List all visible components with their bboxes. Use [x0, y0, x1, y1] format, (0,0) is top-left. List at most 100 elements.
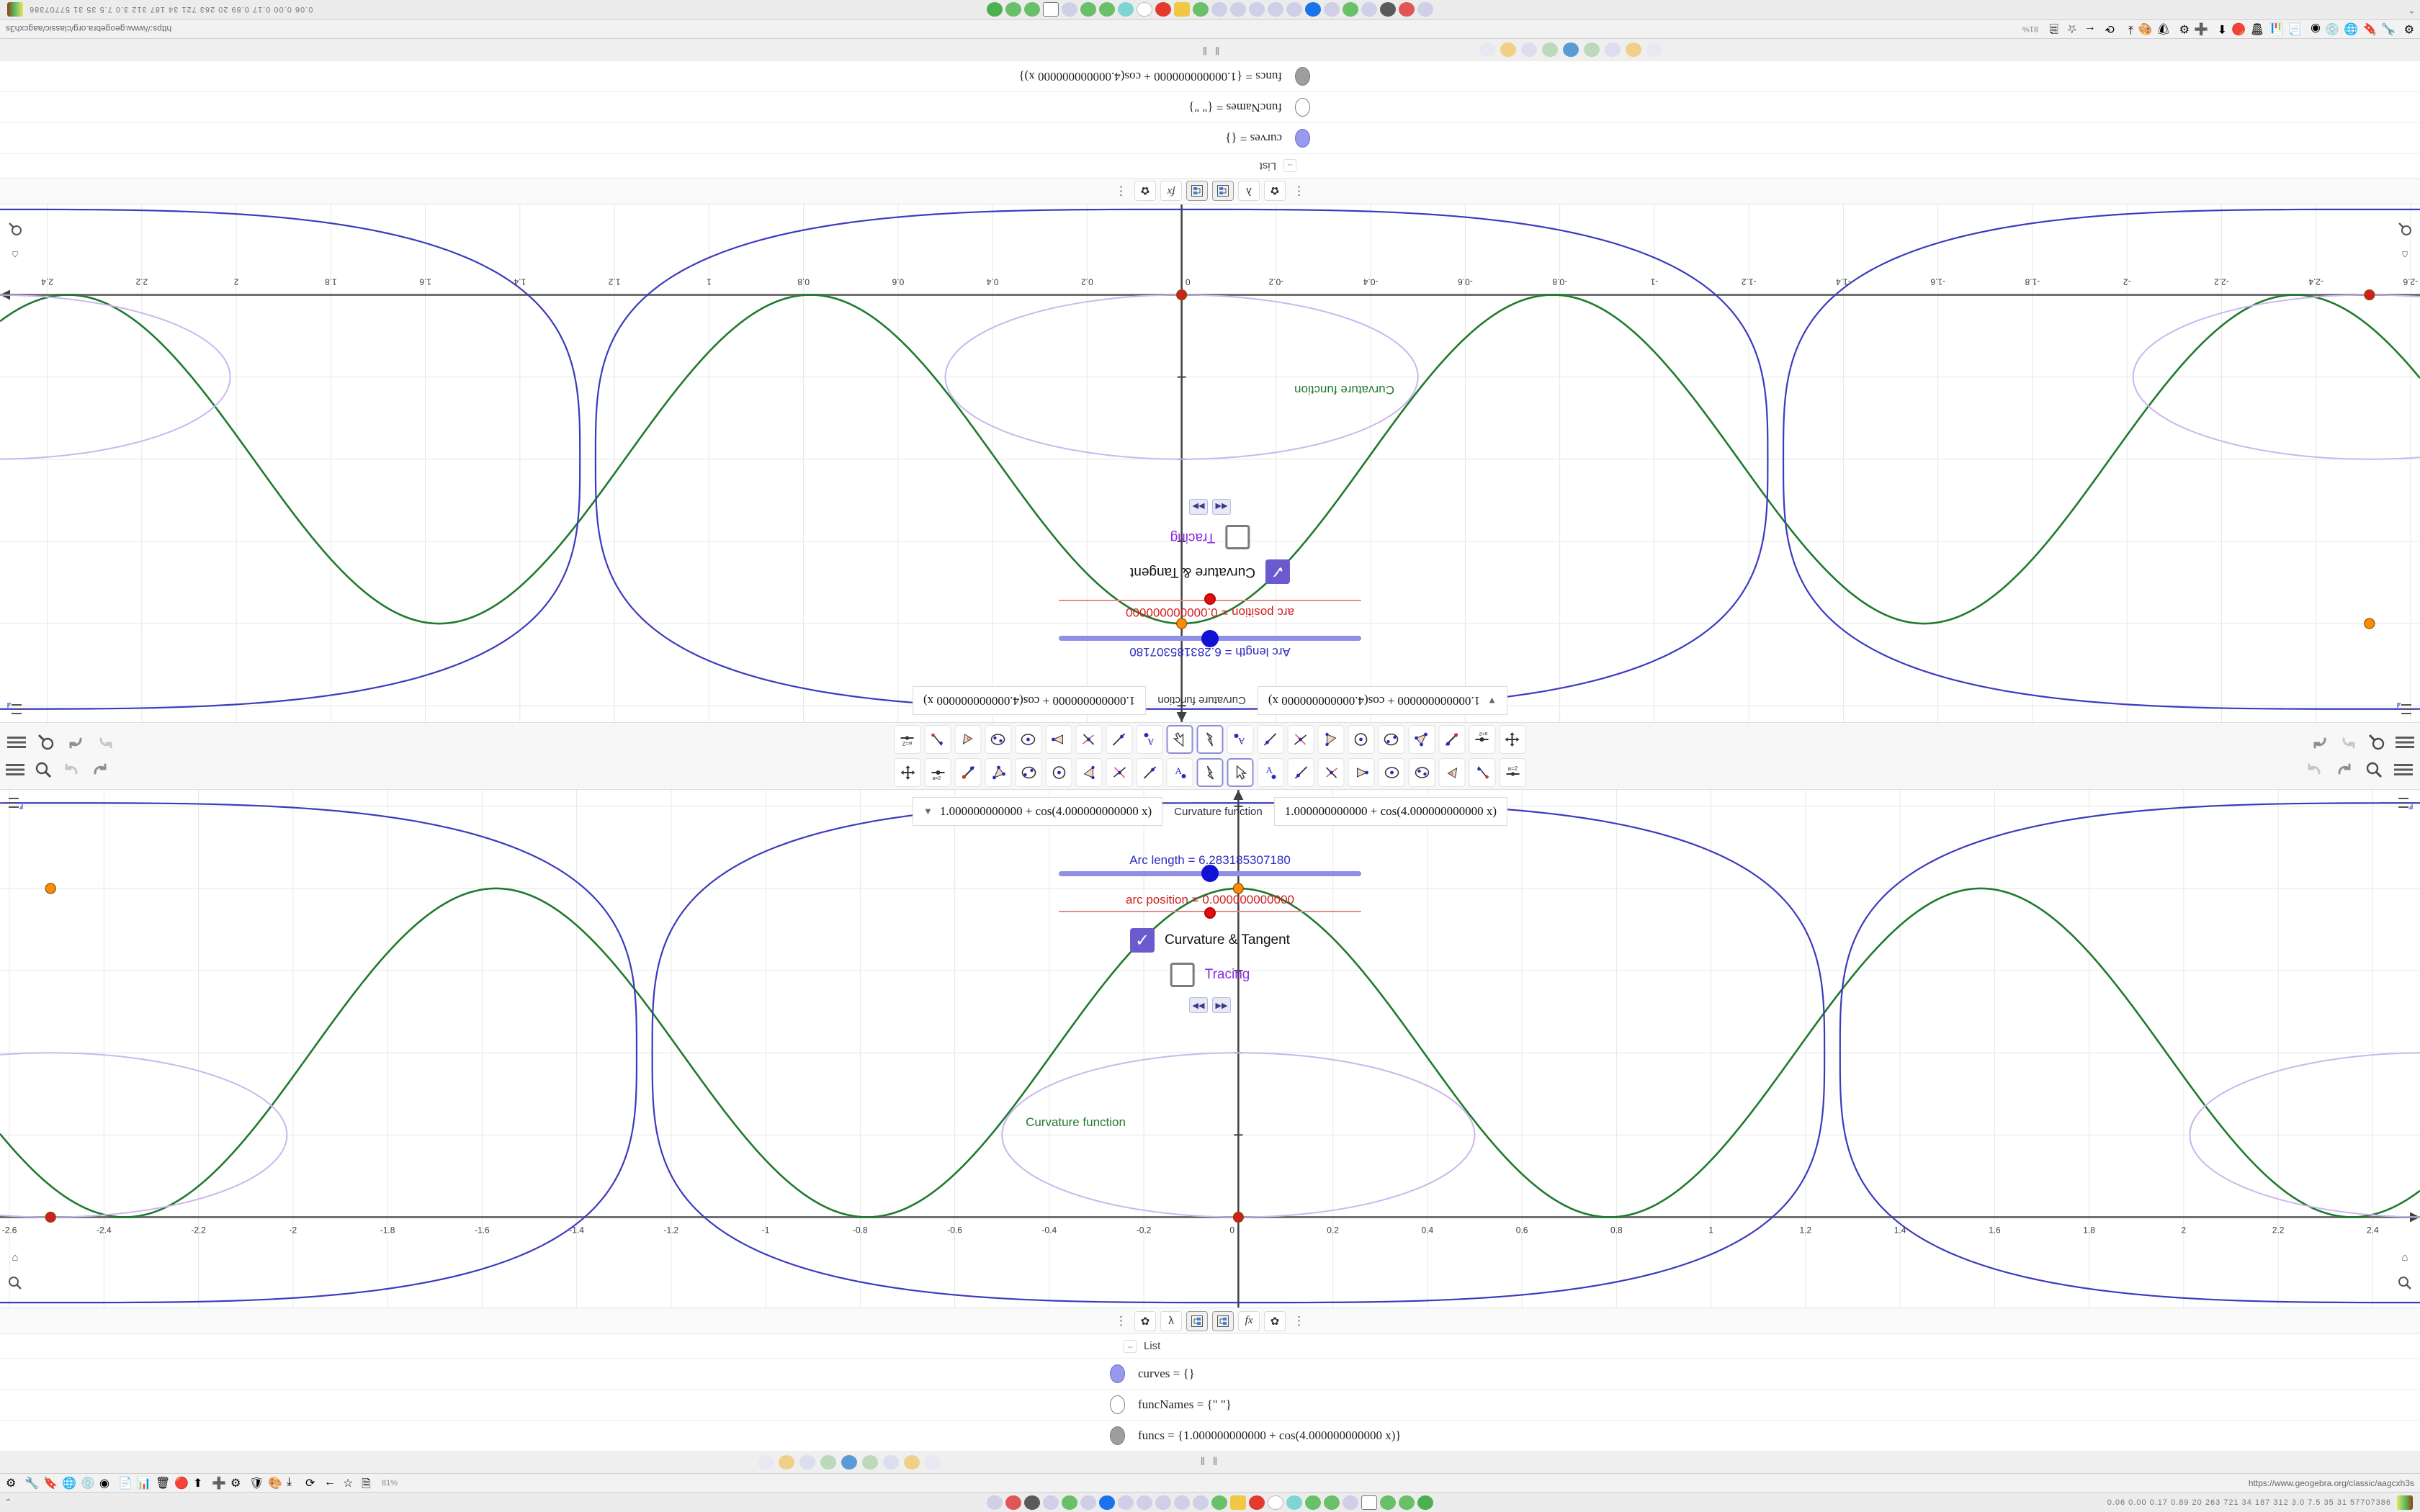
step-back-button[interactable]: ◀◀	[1189, 997, 1208, 1013]
reload-icon[interactable]	[1005, 2, 1021, 17]
chevron-up-icon[interactable]: ⌃	[4, 1496, 12, 1508]
bookmark-icon[interactable]: 🔖	[43, 1477, 58, 1490]
search-icon[interactable]	[35, 761, 52, 782]
tracing-checkbox[interactable]	[1225, 525, 1250, 549]
visibility-toggle[interactable]	[0, 1426, 1138, 1445]
tab-icon[interactable]	[779, 1455, 794, 1470]
fx-icon[interactable]: fx	[1238, 1310, 1260, 1331]
document-icon[interactable]: 📄	[118, 1477, 133, 1490]
visibility-toggle[interactable]	[1282, 98, 2420, 117]
arc-length-slider[interactable]	[1059, 630, 1361, 647]
collapse-group-icon[interactable]: –	[1124, 1339, 1137, 1353]
more-icon[interactable]: ⋮	[1115, 184, 1127, 199]
bookmark-star-icon[interactable]: ☆	[2066, 22, 2077, 35]
algebra-toolbar[interactable]: ⋮ ✿ λ fx ✿ ⋮	[0, 1308, 2420, 1334]
image-icon[interactable]	[1230, 1495, 1246, 1510]
gear-icon[interactable]: ✿	[1134, 1310, 1156, 1331]
tool-ellipse-tool[interactable]	[1348, 725, 1375, 754]
wrench-icon[interactable]: 🔧	[2381, 22, 2396, 35]
tab-icon[interactable]	[1479, 42, 1495, 57]
zoom-icon[interactable]	[2396, 1274, 2414, 1292]
add-icon[interactable]: ➕	[2194, 22, 2208, 35]
app-icon[interactable]	[1361, 2, 1377, 17]
more-icon[interactable]: ⋮	[1115, 1313, 1127, 1328]
zoom-icon[interactable]	[6, 220, 24, 238]
search-icon[interactable]	[2365, 761, 2383, 782]
curvature-tangent-checkbox[interactable]: ✓	[1130, 928, 1155, 953]
download-icon[interactable]: ⤓	[2128, 24, 2133, 37]
settings-style-icon[interactable]	[6, 794, 24, 813]
expression-field-right[interactable]: 1.000000000000 + cos(4.000000000000 x)	[912, 686, 1147, 715]
redo-icon[interactable]	[2335, 762, 2354, 780]
download-icon[interactable]: ⤓	[287, 1475, 292, 1488]
search-icon[interactable]	[37, 730, 55, 751]
tool-conic-tool[interactable]	[1378, 758, 1405, 787]
app-icon[interactable]	[987, 2, 1003, 17]
address-bar[interactable]: https://www.geogebra.org/classic/aagcxh3…	[2249, 1478, 2414, 1488]
tool-select-tool[interactable]	[1227, 758, 1254, 787]
tracing-checkbox[interactable]	[1170, 963, 1195, 987]
tool-segment-tool[interactable]	[1136, 758, 1163, 787]
address-bar[interactable]: https://www.geogebra.org/classic/aagcxh3…	[6, 24, 171, 35]
home-icon[interactable]: ⌂	[12, 248, 19, 261]
record-icon[interactable]: 🔴	[2231, 22, 2246, 35]
app-icon[interactable]	[1417, 1495, 1433, 1510]
step-buttons-row[interactable]: ◀◀ ▶▶	[1189, 499, 1231, 515]
tab-icon[interactable]	[925, 1455, 941, 1470]
tool-perpendicular-line-tool[interactable]	[1106, 758, 1133, 787]
tab-icon[interactable]	[1646, 42, 1662, 57]
algebra-view[interactable]: ⋮ ✿ λ fx ✿ ⋮ – List	[0, 60, 2420, 204]
arc-length-slider-knob[interactable]	[1201, 630, 1219, 647]
pen-icon[interactable]	[1005, 1495, 1021, 1510]
reload-icon[interactable]: ⟳	[2105, 22, 2115, 35]
tool-segment-tool[interactable]	[1257, 725, 1284, 754]
tab-icon[interactable]	[862, 1455, 878, 1470]
info-icon[interactable]	[1268, 1495, 1283, 1510]
plot-canvas[interactable]: -2.6 -2.4 -2.2 -2 -1.8 -1.6 -1.4 -1.2 -1 -0.8 -0.6…	[0, 204, 2420, 722]
visibility-toggle[interactable]	[1282, 129, 2420, 148]
chevron-down-icon[interactable]: ▼	[1487, 696, 1497, 706]
settings-icon[interactable]: ⚙	[2179, 22, 2190, 35]
tracing-checkbox-row[interactable]: Tracing	[1170, 525, 1250, 549]
graphics-toolbar[interactable]: a=2 A A	[0, 756, 2420, 790]
reload-icon[interactable]	[1099, 2, 1115, 17]
settings-style-icon[interactable]	[6, 699, 24, 718]
visibility-toggle[interactable]	[0, 1364, 1138, 1383]
expression-field-right[interactable]: 1.000000000000 + cos(4.000000000000 x)	[1273, 797, 1508, 826]
tool-intersect-tool[interactable]	[1317, 758, 1345, 787]
algebra-toolbar[interactable]: ⋮ ✿ λ fx ✿ ⋮	[0, 178, 2420, 204]
curvature-tangent-checkbox[interactable]: ✓	[1265, 559, 1290, 584]
tool-move-tool[interactable]	[894, 758, 921, 787]
gear-icon[interactable]	[1024, 1495, 1040, 1510]
browser-chrome-bar[interactable]: ⚙ 🔧 🔖 🌐 💿 ◉ 📄 📊 🗑 🔴 ⬆ ➕ ⚙ 🛡 🎨 ⤓	[0, 1473, 2420, 1492]
tool-point-on-object-tool[interactable]: a=2	[924, 758, 951, 787]
disc-icon[interactable]: 💿	[2325, 22, 2339, 35]
tool-freehand-tool[interactable]	[1196, 758, 1224, 787]
shield-icon[interactable]: 🛡	[2156, 22, 2171, 35]
tree-view-alt-icon[interactable]	[1186, 181, 1208, 202]
tool-angle-poly-tool[interactable]: α	[954, 725, 982, 754]
algebra-group-header[interactable]: – List	[0, 153, 2420, 178]
zoom-icon[interactable]	[2396, 220, 2414, 238]
tool-palette[interactable]: a=2 A A	[894, 725, 1526, 754]
visibility-dot-icon[interactable]	[1110, 1364, 1125, 1383]
gear-icon[interactable]: ✿	[1264, 181, 1286, 202]
menu-icon[interactable]	[2396, 732, 2414, 750]
app-icon-active[interactable]	[1099, 1495, 1115, 1510]
disc-icon[interactable]: 💿	[81, 1477, 95, 1490]
menu-icon[interactable]	[2394, 762, 2413, 780]
settings-style-icon[interactable]	[2396, 699, 2414, 718]
reader-icon[interactable]: 🗎	[2049, 22, 2058, 35]
zoom-level[interactable]: 81%	[382, 1478, 398, 1488]
tool-three-point-circle-tool[interactable]	[1408, 758, 1435, 787]
back-icon[interactable]: ←	[2084, 24, 2096, 37]
tool-select-tool[interactable]	[1166, 725, 1193, 754]
reload-icon[interactable]	[1193, 2, 1209, 17]
tool-vector-tool[interactable]	[1287, 758, 1314, 787]
record-icon[interactable]	[1249, 1495, 1265, 1510]
arc-position-slider-knob[interactable]	[1204, 593, 1216, 605]
step-back-button[interactable]: ◀◀	[1212, 499, 1231, 515]
arc-length-slider-group[interactable]: Arc length = 6.283185307180	[1059, 853, 1361, 882]
toolbar-right-icons[interactable]	[2305, 761, 2413, 782]
undo-icon[interactable]	[2339, 732, 2358, 750]
